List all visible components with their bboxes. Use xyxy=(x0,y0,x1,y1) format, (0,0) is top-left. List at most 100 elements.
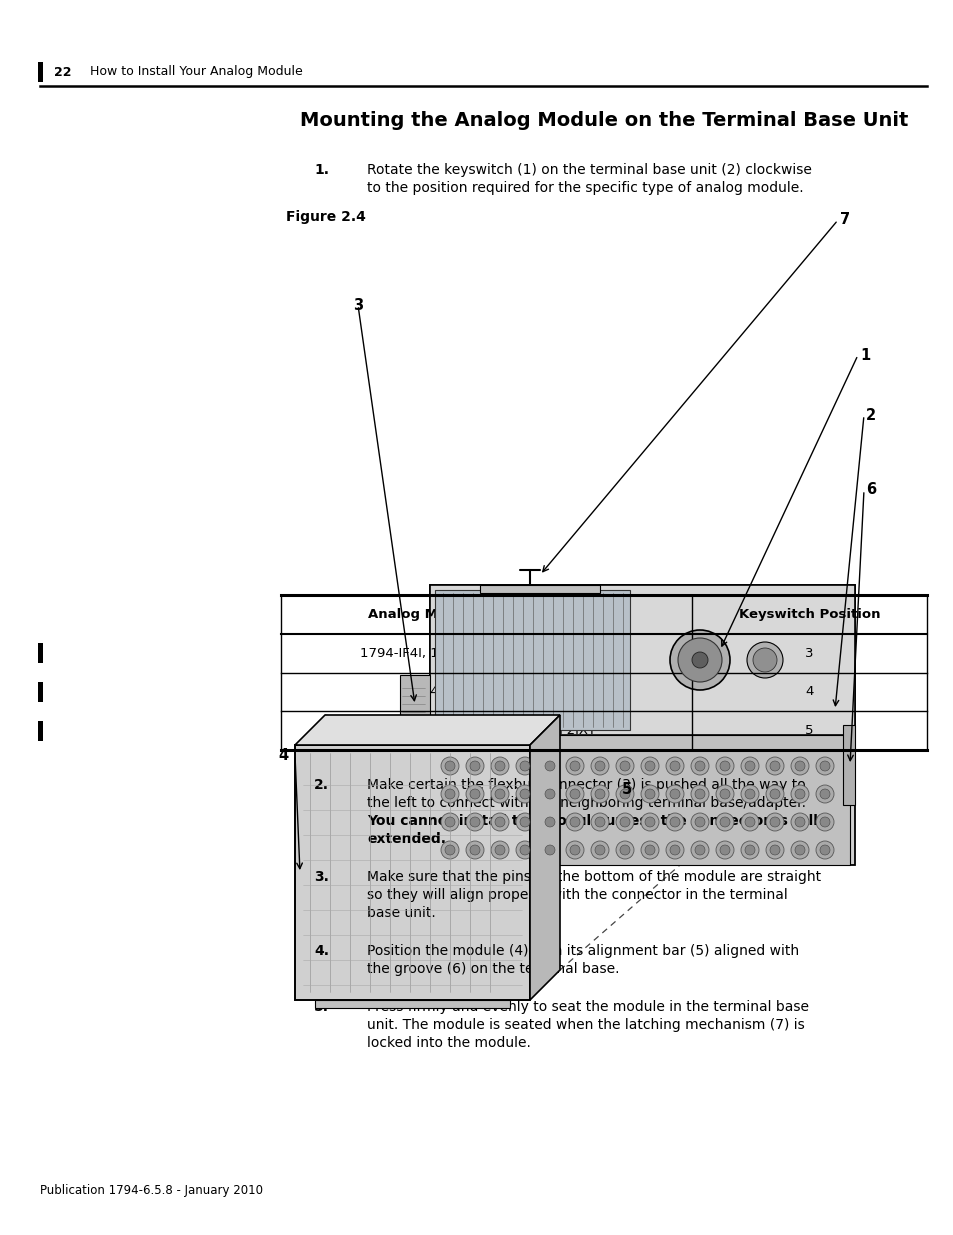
Polygon shape xyxy=(530,715,559,1000)
Circle shape xyxy=(495,761,504,771)
Circle shape xyxy=(820,818,829,827)
Bar xyxy=(399,676,430,725)
Bar xyxy=(842,725,854,805)
Circle shape xyxy=(465,757,483,776)
Circle shape xyxy=(691,652,707,668)
Circle shape xyxy=(519,845,530,855)
Circle shape xyxy=(644,789,655,799)
Text: so they will align properly with the connector in the terminal: so they will align properly with the con… xyxy=(367,888,787,902)
Circle shape xyxy=(444,818,455,827)
Bar xyxy=(38,682,43,701)
Text: How to Install Your Analog Module: How to Install Your Analog Module xyxy=(90,65,302,79)
Circle shape xyxy=(569,845,579,855)
Circle shape xyxy=(444,761,455,771)
Circle shape xyxy=(690,841,708,860)
Polygon shape xyxy=(294,715,559,745)
Text: 4.: 4. xyxy=(314,944,329,958)
Circle shape xyxy=(769,818,780,827)
Circle shape xyxy=(516,841,534,860)
Text: 1.: 1. xyxy=(314,163,329,177)
Bar xyxy=(38,643,43,663)
Text: extended.: extended. xyxy=(367,832,446,846)
Circle shape xyxy=(540,757,558,776)
Text: Make sure that the pins on the bottom of the module are straight: Make sure that the pins on the bottom of… xyxy=(367,869,821,884)
Circle shape xyxy=(544,789,555,799)
Circle shape xyxy=(619,818,629,827)
Circle shape xyxy=(470,818,479,827)
Circle shape xyxy=(690,813,708,831)
Circle shape xyxy=(765,785,783,803)
Circle shape xyxy=(669,818,679,827)
Bar xyxy=(314,1000,510,1008)
Circle shape xyxy=(790,785,808,803)
Circle shape xyxy=(616,813,634,831)
Bar xyxy=(38,62,43,82)
Bar xyxy=(435,735,849,864)
Text: Make certain the flexbus connector (3) is pushed all the way to: Make certain the flexbus connector (3) i… xyxy=(367,778,805,792)
Bar xyxy=(38,721,43,741)
Text: 2: 2 xyxy=(865,408,875,422)
Text: Figure 2.4: Figure 2.4 xyxy=(286,210,366,224)
Circle shape xyxy=(440,757,458,776)
Circle shape xyxy=(769,761,780,771)
Circle shape xyxy=(491,757,509,776)
Bar xyxy=(294,745,530,1000)
Text: 1794-IF2XOF2I, 1794-IF2XOF2IXT: 1794-IF2XOF2I, 1794-IF2XOF2IXT xyxy=(376,724,596,737)
Circle shape xyxy=(794,818,804,827)
Circle shape xyxy=(540,841,558,860)
Circle shape xyxy=(595,789,604,799)
Circle shape xyxy=(616,841,634,860)
Circle shape xyxy=(740,813,759,831)
Circle shape xyxy=(590,757,608,776)
Text: unit. The module is seated when the latching mechanism (7) is: unit. The module is seated when the latc… xyxy=(367,1018,804,1032)
Circle shape xyxy=(752,648,776,672)
Circle shape xyxy=(746,642,782,678)
Circle shape xyxy=(644,818,655,827)
Circle shape xyxy=(569,761,579,771)
Circle shape xyxy=(595,818,604,827)
Circle shape xyxy=(744,845,754,855)
Circle shape xyxy=(640,813,659,831)
Text: 5: 5 xyxy=(621,783,632,798)
Circle shape xyxy=(440,813,458,831)
Circle shape xyxy=(690,757,708,776)
Bar xyxy=(479,585,599,593)
Text: base unit.: base unit. xyxy=(367,906,436,920)
Text: 3: 3 xyxy=(804,647,813,659)
Circle shape xyxy=(465,841,483,860)
Text: the left to connect with the neighboring terminal base/adapter.: the left to connect with the neighboring… xyxy=(367,797,805,810)
Bar xyxy=(430,585,854,735)
Circle shape xyxy=(820,761,829,771)
Text: 7: 7 xyxy=(840,212,849,227)
Circle shape xyxy=(665,785,683,803)
Circle shape xyxy=(744,818,754,827)
Text: 1794-OF4I, 1794-OF4IXT: 1794-OF4I, 1794-OF4IXT xyxy=(404,685,568,698)
Circle shape xyxy=(465,813,483,831)
Circle shape xyxy=(544,845,555,855)
Text: 3: 3 xyxy=(353,298,363,312)
Circle shape xyxy=(669,845,679,855)
Circle shape xyxy=(640,841,659,860)
Circle shape xyxy=(716,813,733,831)
Text: Keyswitch Position: Keyswitch Position xyxy=(738,608,880,621)
Circle shape xyxy=(519,761,530,771)
Text: 4: 4 xyxy=(277,747,288,762)
Circle shape xyxy=(640,757,659,776)
Circle shape xyxy=(644,761,655,771)
Circle shape xyxy=(640,785,659,803)
Circle shape xyxy=(565,757,583,776)
Circle shape xyxy=(740,841,759,860)
Circle shape xyxy=(595,761,604,771)
Text: 3.: 3. xyxy=(314,869,329,884)
Bar xyxy=(435,590,629,730)
Text: 5.: 5. xyxy=(314,1000,329,1014)
Circle shape xyxy=(815,757,833,776)
Circle shape xyxy=(720,818,729,827)
Circle shape xyxy=(765,757,783,776)
Circle shape xyxy=(565,841,583,860)
Circle shape xyxy=(519,789,530,799)
Text: to the position required for the specific type of analog module.: to the position required for the specifi… xyxy=(367,182,803,195)
Circle shape xyxy=(790,813,808,831)
Text: 4: 4 xyxy=(804,685,813,698)
Circle shape xyxy=(616,757,634,776)
